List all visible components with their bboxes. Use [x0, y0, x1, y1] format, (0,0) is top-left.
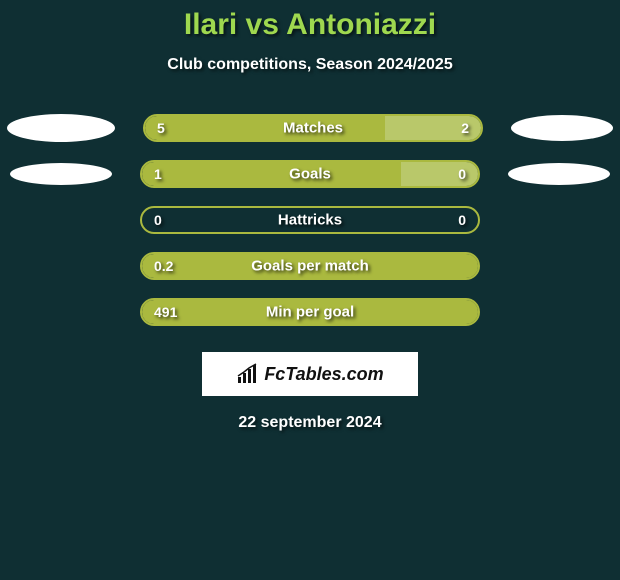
- stat-bar-left: [142, 162, 401, 186]
- stat-value-left: 0.2: [154, 258, 173, 274]
- stat-row-matches: 5 Matches 2: [0, 114, 620, 142]
- logo-box: FcTables.com: [202, 352, 418, 396]
- row-spacer: [508, 266, 610, 267]
- player-left-ellipse: [7, 114, 115, 142]
- row-spacer: [508, 312, 610, 313]
- stat-value-right: 2: [461, 120, 469, 136]
- stat-row-goals: 1 Goals 0: [0, 160, 620, 188]
- stat-label: Min per goal: [266, 304, 354, 321]
- chart-container: Ilari vs Antoniazzi Club competitions, S…: [0, 0, 620, 580]
- row-spacer: [10, 266, 112, 267]
- stat-bar-mpg: 491 Min per goal: [140, 298, 480, 326]
- page-title: Ilari vs Antoniazzi: [184, 8, 436, 42]
- player-right-ellipse: [508, 163, 610, 185]
- stat-label: Matches: [283, 120, 343, 137]
- stat-label: Hattricks: [278, 212, 342, 229]
- logo-text: FcTables.com: [264, 364, 383, 385]
- row-spacer: [508, 220, 610, 221]
- stat-bar-hattricks: 0 Hattricks 0: [140, 206, 480, 234]
- stat-bar-goals: 1 Goals 0: [140, 160, 480, 188]
- player-left-ellipse: [10, 163, 112, 185]
- player-right-ellipse: [511, 115, 613, 141]
- row-spacer: [10, 312, 112, 313]
- stat-row-gpm: 0.2 Goals per match: [0, 252, 620, 280]
- stat-value-left: 0: [154, 212, 162, 228]
- date-text: 22 september 2024: [238, 414, 381, 432]
- stat-value-left: 1: [154, 166, 162, 182]
- stat-row-mpg: 491 Min per goal: [0, 298, 620, 326]
- stat-value-left: 5: [157, 120, 165, 136]
- stat-value-right: 0: [458, 212, 466, 228]
- chart-icon: [236, 363, 258, 385]
- stat-bar-gpm: 0.2 Goals per match: [140, 252, 480, 280]
- stat-row-hattricks: 0 Hattricks 0: [0, 206, 620, 234]
- stat-bar-right: [401, 162, 478, 186]
- stat-value-left: 491: [154, 304, 177, 320]
- stat-bar-left: [145, 116, 385, 140]
- stat-label: Goals per match: [251, 258, 369, 275]
- page-subtitle: Club competitions, Season 2024/2025: [167, 56, 452, 74]
- row-spacer: [10, 220, 112, 221]
- stat-value-right: 0: [458, 166, 466, 182]
- stat-bar-matches: 5 Matches 2: [143, 114, 483, 142]
- stat-label: Goals: [289, 166, 331, 183]
